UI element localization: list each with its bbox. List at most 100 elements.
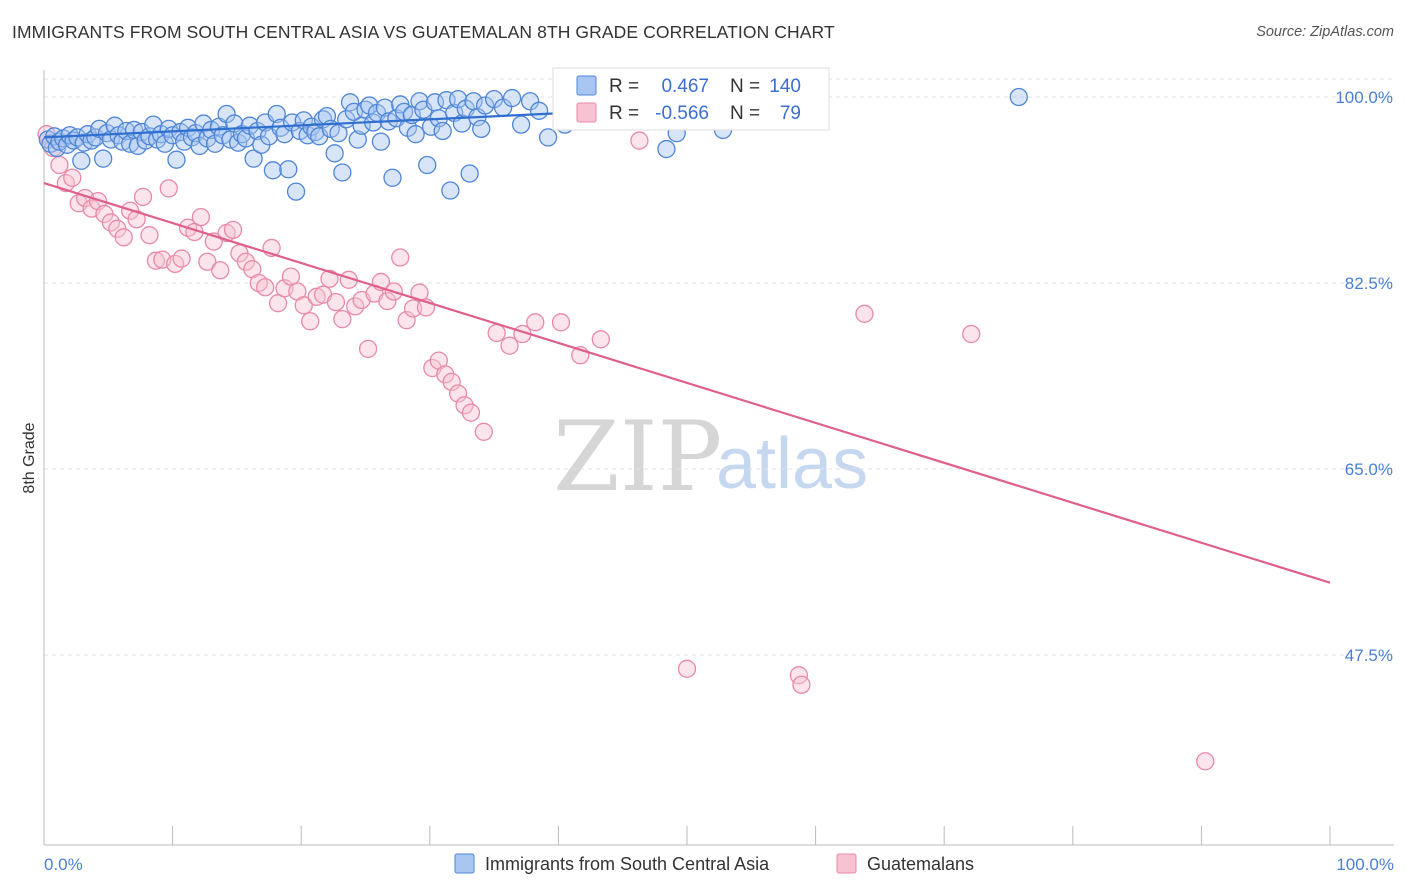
guatemalans-point (461, 403, 481, 422)
gridlines (44, 78, 1394, 656)
south-central-asia-point (529, 101, 549, 120)
stats-box: R = 0.467 N = 140 R = -0.566 N = 79 (552, 67, 830, 131)
guatemalans-point (159, 179, 178, 198)
guatemalans-point (442, 372, 461, 391)
y-tick-labels: 100.0% 82.5% 65.0% 47.5% (1335, 88, 1393, 665)
stats-box-frame (552, 67, 830, 131)
south-central-asia-point (344, 102, 364, 122)
guatemalans-point (1196, 752, 1215, 771)
guatemalans-point (591, 330, 610, 349)
south-central-asia-point (538, 128, 558, 147)
guatemalans-point (223, 220, 243, 240)
south-central-asia-point (448, 89, 468, 109)
south-central-asia-point (348, 130, 367, 149)
guatemalans-point (487, 323, 506, 343)
south-central-asia-point (418, 155, 437, 175)
guatemalans-point (198, 252, 217, 271)
south-central-asia-point (267, 104, 286, 124)
guatemalans-point (500, 336, 519, 355)
south-central-asia-point (657, 139, 676, 159)
south-central-asia-point (94, 149, 113, 168)
guatemalans-point (294, 296, 313, 315)
guatemalans-point (50, 155, 69, 175)
stats-blue-n-value: 140 (769, 76, 801, 97)
south-central-asia-point (86, 128, 105, 147)
guatemalans-point (326, 292, 346, 312)
south-central-asia-point (340, 93, 360, 112)
guatemalans-point (397, 311, 416, 330)
y-tick-label: 82.5% (1345, 274, 1393, 293)
guatemalans-point (63, 168, 82, 187)
watermark-zip: ZIP (553, 401, 722, 513)
south-central-asia-point (167, 150, 186, 169)
chart-title: IMMIGRANTS FROM SOUTH CENTRAL ASIA VS GU… (12, 22, 835, 42)
guatemalans-point (551, 313, 571, 332)
x-tick-label-min: 0.0% (44, 855, 83, 874)
guatemalans-point (172, 249, 191, 268)
south-central-asia-point (263, 161, 283, 180)
south-central-asia-point (433, 121, 452, 141)
guatemalans-point (256, 278, 275, 297)
stats-blue-swatch (576, 75, 597, 96)
south-central-asia-point (406, 125, 425, 144)
guatemalans-point (474, 422, 493, 441)
south-central-asia-point (383, 168, 402, 187)
south-central-asia-point (1009, 87, 1028, 107)
guatemalans-point (378, 291, 397, 311)
south-central-asia-point (475, 96, 495, 115)
south-central-asia-point (502, 88, 522, 108)
south-central-asia-point (410, 92, 429, 111)
south-central-asia-point (371, 132, 391, 151)
south-central-asia-point (190, 136, 209, 156)
guatemalans-point (455, 396, 474, 415)
south-central-asia-points (38, 87, 1028, 201)
south-central-asia-point (217, 104, 236, 124)
stats-pink-n-value: 79 (780, 103, 801, 124)
south-central-asia-point (441, 181, 460, 200)
guatemalans-point (358, 339, 378, 359)
stats-blue-r-label: R = (609, 76, 639, 97)
south-central-asia-point (333, 163, 352, 182)
guatemalans-point (630, 131, 649, 150)
south-central-asia-point (375, 98, 394, 117)
guatemalans-point (403, 299, 423, 318)
guatemalans-point (391, 248, 410, 267)
guatemalans-point (236, 252, 256, 271)
guatemalans-point (962, 324, 981, 344)
guatemalans-point (114, 228, 133, 247)
south-central-asia-point (244, 149, 263, 168)
guatemalans-point (677, 659, 697, 678)
legend-swatch-guatemalans (836, 853, 857, 874)
legend: Immigrants from South Central Asia Guate… (454, 853, 974, 874)
stats-pink-swatch (576, 102, 597, 123)
south-central-asia-point (279, 160, 298, 179)
guatemalans-point (792, 675, 811, 694)
south-central-asia-point (325, 144, 344, 163)
guatemalans-point (146, 251, 166, 270)
legend-label-guatemalans: Guatemalans (867, 854, 974, 874)
guatemalans-point (301, 312, 320, 331)
legend-swatch-south-central-asia (454, 853, 475, 874)
stats-pink-r-label: R = (609, 103, 639, 124)
guatemalans-point (526, 313, 545, 332)
guatemalans-point (320, 269, 339, 288)
south-central-asia-point (511, 115, 531, 134)
guatemalans-point (333, 309, 352, 329)
south-central-asia-point (452, 114, 472, 133)
watermark-atlas: atlas (716, 424, 868, 504)
x-tick-label-max: 100.0% (1336, 855, 1394, 874)
stats-blue-n-label: N = (730, 76, 760, 97)
south-central-asia-point (72, 151, 91, 170)
guatemalans-point (140, 226, 159, 245)
watermark: ZIP atlas (553, 401, 868, 513)
south-central-asia-point (472, 119, 491, 139)
guatemalans-trend-line (43, 182, 1331, 584)
south-central-asia-point (460, 164, 479, 183)
stats-blue-r-value: 0.467 (661, 76, 709, 97)
guatemalans-point (133, 187, 153, 207)
source-credit: Source: ZipAtlas.com (1256, 24, 1394, 40)
y-tick-label: 47.5% (1345, 646, 1393, 665)
y-axis-label: 8th Grade (21, 422, 38, 493)
y-tick-label: 65.0% (1345, 460, 1393, 479)
